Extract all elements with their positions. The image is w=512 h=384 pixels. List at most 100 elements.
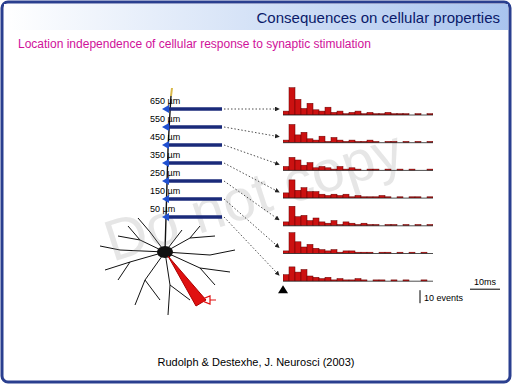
histogram-bar bbox=[307, 244, 313, 253]
synapse-tip bbox=[162, 195, 169, 203]
synapse-tip bbox=[162, 213, 169, 221]
histogram-bar bbox=[301, 188, 307, 198]
dendrite bbox=[145, 280, 160, 300]
histogram-bar bbox=[295, 190, 301, 198]
histogram-bar bbox=[319, 222, 325, 226]
histogram bbox=[283, 88, 433, 115]
synapse-tip bbox=[162, 123, 169, 131]
dendrite bbox=[200, 268, 215, 285]
histogram bbox=[283, 267, 427, 281]
synapse-tip bbox=[162, 177, 169, 185]
connector bbox=[224, 217, 279, 275]
watermark: Do not copy bbox=[96, 116, 410, 273]
title: Consequences on cellular properties bbox=[257, 9, 500, 26]
synapse-tip bbox=[162, 159, 169, 167]
baseline bbox=[283, 115, 433, 116]
histogram-bar bbox=[319, 111, 325, 115]
synapse-electrode bbox=[168, 107, 222, 111]
synapse-electrode bbox=[168, 125, 222, 129]
histogram-bar bbox=[283, 111, 289, 115]
baseline bbox=[283, 198, 433, 199]
histogram-bar bbox=[307, 103, 313, 115]
distance-label: 150 µm bbox=[150, 186, 180, 196]
histogram bbox=[283, 233, 427, 254]
synapse-electrode bbox=[168, 143, 222, 147]
histogram-bar bbox=[295, 135, 301, 143]
histogram-bar bbox=[313, 110, 319, 115]
histogram-bar bbox=[313, 218, 319, 226]
histogram-bar bbox=[307, 139, 313, 143]
distance-label: 650 µm bbox=[150, 96, 180, 106]
connector bbox=[224, 145, 279, 164]
slide: Consequences on cellular properties Locat… bbox=[0, 0, 512, 384]
distance-label: 450 µm bbox=[150, 132, 180, 142]
count-scale-bar bbox=[420, 290, 421, 303]
electrode-symbol bbox=[200, 296, 216, 304]
histogram bbox=[283, 206, 433, 225]
connector bbox=[224, 181, 279, 220]
synapse-electrode bbox=[168, 197, 222, 201]
histogram bbox=[283, 157, 433, 170]
histogram-bar bbox=[325, 277, 331, 281]
histogram-bar bbox=[313, 277, 319, 281]
synapse-electrode bbox=[168, 215, 222, 219]
histogram-bar bbox=[331, 221, 337, 226]
histogram-bar bbox=[289, 233, 295, 254]
histogram-bar bbox=[289, 206, 295, 225]
histogram-bar bbox=[331, 250, 337, 254]
histogram-bar bbox=[301, 132, 307, 142]
baseline bbox=[283, 281, 433, 282]
histogram-bar bbox=[331, 194, 337, 198]
baseline bbox=[283, 253, 433, 254]
baseline bbox=[283, 142, 433, 143]
histogram-bar bbox=[343, 222, 349, 226]
distance-label: 350 µm bbox=[150, 150, 180, 160]
distance-label: 50 µm bbox=[150, 204, 175, 214]
baseline bbox=[283, 225, 433, 226]
distance-label: 250 µm bbox=[150, 168, 180, 178]
connector bbox=[224, 163, 279, 192]
histogram-bar bbox=[295, 242, 301, 254]
histogram-bar bbox=[301, 270, 307, 282]
histogram-bar bbox=[301, 165, 307, 170]
histogram-bar bbox=[319, 167, 325, 171]
histogram-bar bbox=[319, 194, 325, 198]
histogram-bar bbox=[283, 167, 289, 171]
histogram-bar bbox=[331, 138, 337, 143]
histogram-bar bbox=[289, 125, 295, 143]
histogram-bar bbox=[295, 160, 301, 170]
baseline bbox=[283, 170, 433, 171]
histogram-bar bbox=[301, 247, 307, 254]
histogram-bar bbox=[313, 248, 319, 253]
histogram-bar bbox=[313, 192, 319, 198]
synapse-electrode bbox=[168, 179, 222, 183]
synapse-electrode bbox=[168, 161, 222, 165]
histogram bbox=[283, 180, 433, 198]
histogram-bar bbox=[289, 157, 295, 170]
synapse-tip bbox=[162, 141, 169, 149]
histogram-bar bbox=[325, 107, 331, 115]
subtitle: Location independence of cellular respon… bbox=[18, 37, 371, 51]
connector bbox=[224, 127, 279, 137]
histogram-bar bbox=[289, 267, 295, 281]
histogram-bar bbox=[301, 109, 307, 116]
histogram-bar bbox=[289, 180, 295, 198]
histogram-bar bbox=[295, 272, 301, 281]
slide-frame bbox=[2, 2, 510, 382]
histogram-bar bbox=[283, 275, 289, 281]
histogram-bar bbox=[337, 111, 343, 115]
histogram-bar bbox=[295, 217, 301, 226]
histogram-bar bbox=[343, 194, 349, 198]
histogram-bar bbox=[301, 215, 307, 225]
synapse-tip bbox=[162, 105, 169, 113]
histogram-bar bbox=[307, 163, 313, 171]
dendrite-tip bbox=[171, 88, 172, 96]
histogram-bar bbox=[319, 250, 325, 254]
histogram-bar bbox=[355, 111, 361, 115]
histogram-bar bbox=[289, 88, 295, 115]
stimulus-marker bbox=[278, 285, 288, 293]
histogram-bar bbox=[307, 276, 313, 281]
connector bbox=[224, 199, 279, 248]
count-scale-label: 10 events bbox=[424, 293, 464, 303]
histogram-bar bbox=[283, 222, 289, 226]
